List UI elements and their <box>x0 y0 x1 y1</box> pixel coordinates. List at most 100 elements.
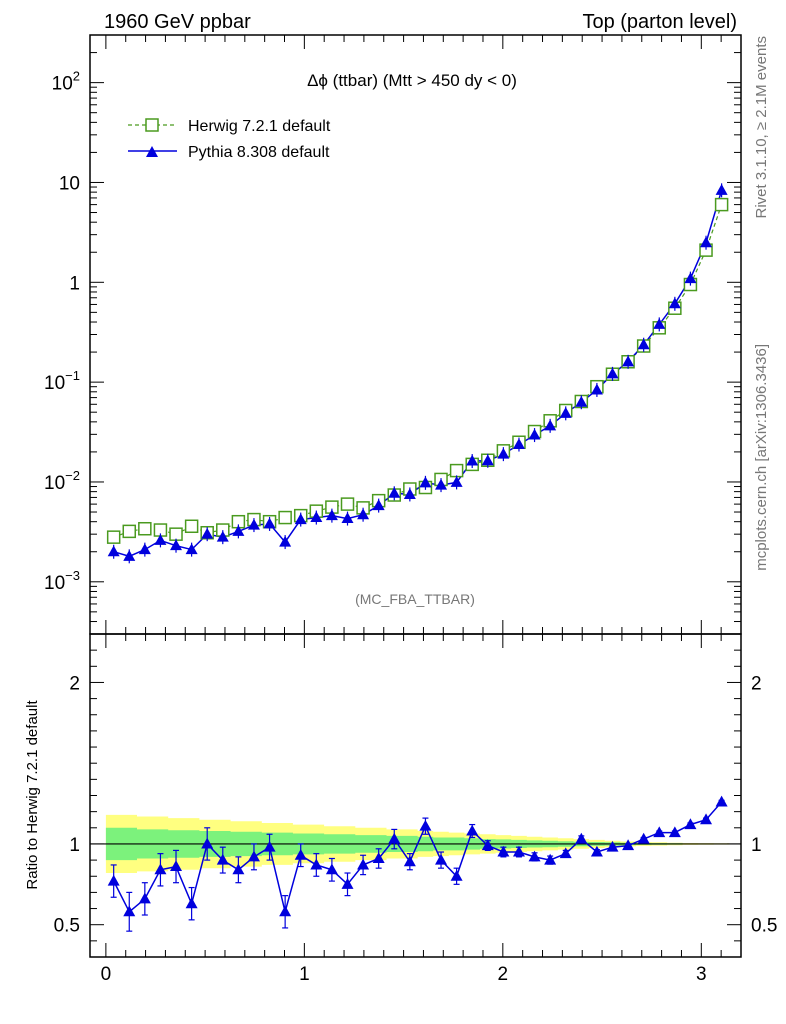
ratio-y-tick-label-right: 0.5 <box>751 916 777 937</box>
pythia-point <box>170 539 183 551</box>
ratio-frame <box>89 633 742 958</box>
ratio-point <box>138 892 151 904</box>
ratio-panel: 0.5 0.5 1 1 2 2 0 1 2 3 Ratio to Herwig 7.2.1 def… <box>24 633 777 985</box>
pythia-point <box>653 318 666 329</box>
pythia-point <box>403 488 416 499</box>
pythia-point <box>123 550 136 561</box>
ratio-point <box>357 858 370 870</box>
pythia-point <box>419 476 432 488</box>
pythia-point <box>201 527 214 539</box>
pythia-point <box>606 367 619 379</box>
ratio-point <box>715 795 728 807</box>
ratio-point <box>700 813 713 825</box>
ratio-point <box>637 832 650 844</box>
pythia-point <box>435 478 448 490</box>
pythia-point <box>154 534 167 545</box>
ratio-point <box>216 853 229 865</box>
herwig-point <box>169 527 183 541</box>
ratio-band-layer <box>90 814 741 873</box>
pythia-point <box>216 530 229 542</box>
pythia-point <box>622 355 635 367</box>
ratio-point <box>325 863 338 875</box>
main-panel: 10−3 10−2 10−1 1 10 102 Δϕ (ttbar) (Mtt > 450… <box>44 34 742 635</box>
ratio-y-tick-label-right: 1 <box>751 835 762 856</box>
plot-title: Δϕ (ttbar) (Mtt > 450 dy < 0) <box>307 71 517 90</box>
x-tick-label: 0 <box>101 964 112 985</box>
x-tick-label: 3 <box>696 964 707 985</box>
pythia-point <box>512 438 525 450</box>
ratio-point <box>263 840 276 852</box>
pythia-point <box>263 517 276 529</box>
pythia-point <box>668 297 681 309</box>
herwig-point <box>278 510 292 525</box>
pythia-point <box>528 428 541 440</box>
ratio-point <box>107 874 120 886</box>
ratio-point <box>622 839 635 851</box>
ratio-line <box>113 801 723 913</box>
legend-pythia-marker <box>146 146 158 157</box>
pythia-line <box>113 190 723 558</box>
legend-herwig-label: Herwig 7.2.1 default <box>188 118 331 135</box>
ratio-point <box>419 819 432 831</box>
pythia-point <box>637 338 650 350</box>
ratio-point <box>590 845 603 857</box>
herwig-line <box>113 204 723 538</box>
analysis-tag: (MC_FBA_TTBAR) <box>355 591 475 607</box>
rivet-label: Rivet 3.1.10, ≥ 2.1M events <box>753 36 770 219</box>
pythia-point <box>294 513 307 525</box>
ratio-point <box>403 855 416 867</box>
pythia-point <box>481 454 494 466</box>
herwig-point <box>138 521 152 536</box>
ratio-y-tick-label-right: 2 <box>751 673 762 694</box>
herwig-point <box>106 530 121 544</box>
y-tick-label: 10−1 <box>44 368 80 394</box>
ratio-point <box>247 850 260 862</box>
process-label: Top (parton level) <box>582 11 737 33</box>
ratio-point <box>170 860 183 872</box>
pythia-point <box>559 407 572 418</box>
legend-herwig-marker <box>145 118 159 132</box>
ratio-point <box>123 905 136 917</box>
pythia-point <box>247 518 260 530</box>
ratio-point <box>435 853 448 865</box>
y-tick-label: 102 <box>52 69 80 95</box>
ratio-axes: 0.5 0.5 1 1 2 2 0 1 2 3 <box>54 633 777 985</box>
ratio-point <box>575 832 588 844</box>
pythia-point <box>279 535 292 547</box>
y-tick-label: 1 <box>69 273 80 294</box>
ratio-point <box>684 818 697 830</box>
pythia-point <box>310 511 323 523</box>
herwig-point <box>340 497 355 511</box>
ratio-point <box>310 858 323 870</box>
ratio-y-tick-label: 0.5 <box>54 916 80 937</box>
pythia-point <box>497 447 510 459</box>
y-tick-label: 10 <box>59 173 80 194</box>
ratio-point <box>653 826 666 838</box>
pythia-point <box>575 395 588 407</box>
ratio-point <box>185 897 198 909</box>
ratio-point <box>606 840 619 852</box>
ratio-point <box>372 852 385 863</box>
ratio-point <box>154 863 167 875</box>
ratio-point <box>466 824 479 836</box>
pythia-point <box>372 499 385 511</box>
pythia-point <box>715 184 728 195</box>
main-series-layer <box>106 183 729 564</box>
y-tick-label: 10−3 <box>44 568 80 594</box>
pythia-point <box>232 525 245 536</box>
ratio-point <box>450 869 463 881</box>
ratio-point <box>201 837 214 849</box>
herwig-point <box>714 197 729 212</box>
herwig-point <box>449 463 464 478</box>
pythia-point <box>544 419 557 431</box>
ratio-point <box>232 863 245 875</box>
pythia-point <box>341 512 354 524</box>
herwig-point <box>122 524 137 539</box>
pythia-point <box>700 236 713 248</box>
pythia-point <box>325 509 338 521</box>
pythia-point <box>185 543 198 555</box>
pythia-point <box>450 476 463 487</box>
legend-pythia-label: Pythia 8.308 default <box>188 144 330 161</box>
ratio-point <box>528 850 541 862</box>
x-tick-label: 2 <box>498 964 509 985</box>
